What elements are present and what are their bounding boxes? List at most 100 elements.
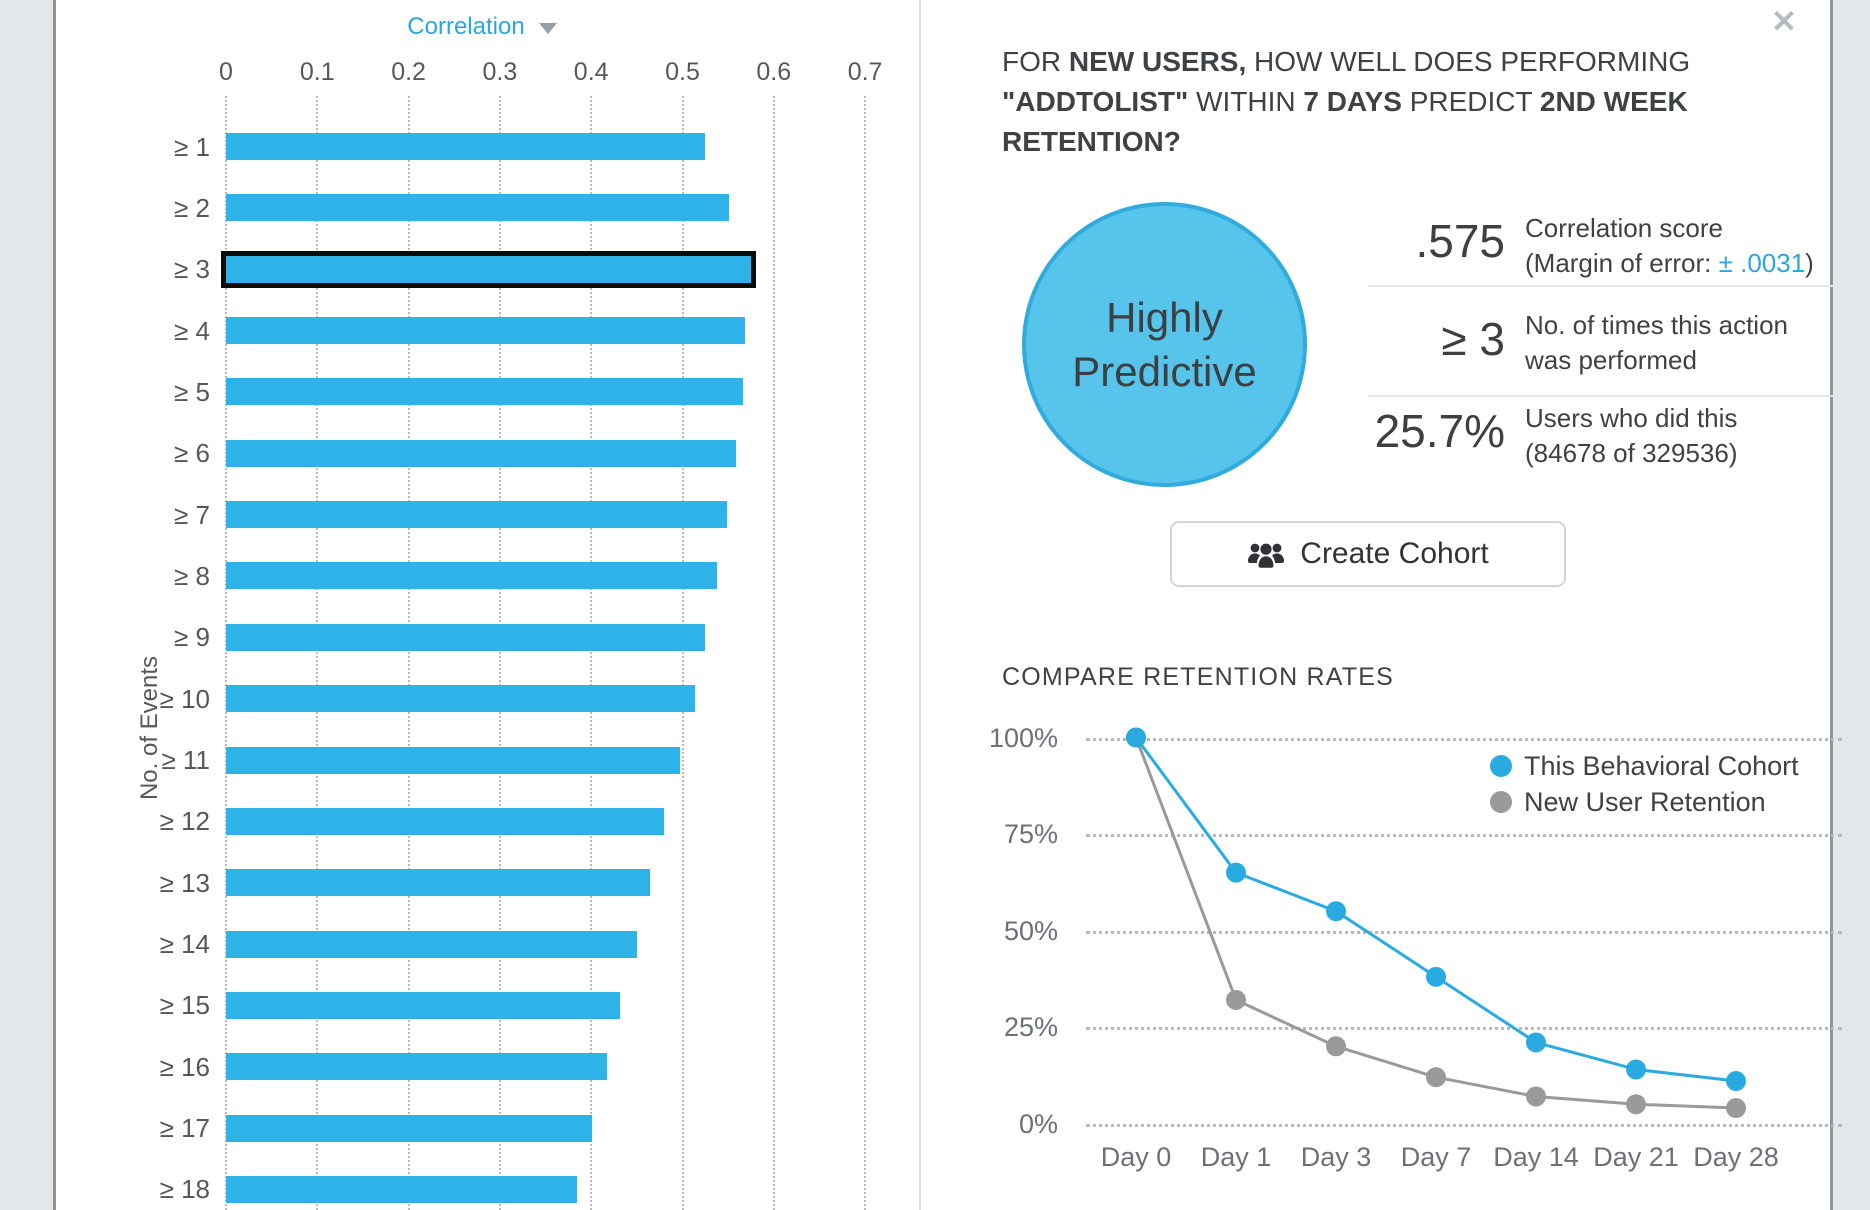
margin-of-error-value[interactable]: ± .0031: [1718, 248, 1806, 278]
retention-line-chart: [1126, 727, 1746, 1119]
bar-category-label: ≥ 5: [174, 376, 210, 407]
chevron-down-icon[interactable]: [538, 23, 557, 34]
bar[interactable]: [226, 1175, 577, 1203]
data-point[interactable]: [1526, 1086, 1546, 1107]
bar-category-label: ≥ 1: [174, 131, 210, 162]
x-tick-label: Day 1: [1200, 1142, 1272, 1172]
gridline: [407, 96, 410, 1210]
gridline: [1086, 930, 1842, 934]
bar-category-label: ≥ 3: [174, 254, 210, 285]
data-point[interactable]: [1626, 1094, 1646, 1115]
data-point[interactable]: [1526, 1032, 1546, 1053]
data-point[interactable]: [1726, 1098, 1746, 1119]
bar[interactable]: [226, 807, 665, 835]
bar[interactable]: [226, 685, 696, 713]
badge-line-2: Predictive: [1072, 347, 1257, 395]
close-icon[interactable]: ✕: [1771, 4, 1797, 39]
gridline: [225, 96, 227, 1210]
correlation-score-value: .575: [1415, 215, 1505, 267]
bar-category-label: ≥ 10: [159, 683, 210, 714]
bar-category-label: ≥ 6: [174, 438, 210, 469]
correlation-axis-dropdown[interactable]: Correlation: [407, 13, 525, 40]
bar[interactable]: [226, 991, 621, 1019]
bar-category-label: ≥ 15: [159, 990, 210, 1021]
y-tick-label: 25%: [1003, 1012, 1058, 1042]
predictive-badge: Highly Predictive: [1022, 202, 1307, 487]
data-point[interactable]: [1426, 966, 1446, 987]
gridline: [772, 96, 775, 1210]
question-segment: PREDICT: [1401, 86, 1540, 117]
y-tick-label: 0%: [1018, 1108, 1058, 1139]
x-tick-label: 0.5: [665, 58, 700, 86]
bar-category-label: ≥ 2: [174, 192, 210, 223]
bar[interactable]: [226, 194, 730, 222]
x-tick-label: Day 28: [1693, 1142, 1779, 1172]
gridline: [498, 96, 501, 1210]
bar-category-label: ≥ 18: [159, 1174, 210, 1205]
legend-item-new-user-retention[interactable]: New User Retention: [1490, 784, 1799, 820]
x-tick-label: 0.2: [391, 58, 426, 86]
bar-category-label: ≥ 14: [159, 929, 210, 960]
data-point[interactable]: [1326, 1036, 1346, 1057]
x-tick-label: Day 7: [1400, 1142, 1472, 1172]
y-tick-label: 75%: [1003, 819, 1058, 849]
bar[interactable]: [226, 133, 706, 160]
y-tick-label: 100%: [988, 722, 1058, 753]
data-point[interactable]: [1726, 1071, 1746, 1092]
bar[interactable]: [226, 623, 706, 651]
x-tick-label: Day 0: [1100, 1142, 1172, 1172]
x-tick-label: 0: [219, 58, 233, 86]
data-point[interactable]: [1426, 1067, 1446, 1088]
data-point[interactable]: [1226, 862, 1246, 883]
x-tick-label: 0.6: [756, 58, 792, 86]
bar-category-label: ≥ 7: [174, 499, 210, 530]
bar[interactable]: [226, 378, 743, 406]
gridline: [316, 96, 319, 1210]
x-tick-label: Day 14: [1493, 1142, 1579, 1172]
insight-question: FOR NEW USERS, HOW WELL DOES PERFORMING "…: [1002, 42, 1702, 162]
badge-line-1: Highly: [1106, 293, 1223, 341]
question-segment: RETENTION?: [1002, 126, 1181, 157]
create-cohort-button[interactable]: Create Cohort: [1170, 521, 1566, 587]
bar[interactable]: [226, 746, 680, 774]
data-point[interactable]: [1626, 1059, 1646, 1080]
gridline: [1086, 1123, 1842, 1127]
question-segment: NEW USERS,: [1068, 46, 1247, 77]
bar-category-label: ≥ 8: [174, 560, 210, 591]
x-tick-label: 0.4: [573, 58, 609, 86]
y-axis-label: No. of Events: [136, 655, 163, 801]
x-tick-label: Day 21: [1593, 1142, 1679, 1172]
bar[interactable]: [226, 1053, 607, 1081]
gridline: [864, 96, 867, 1210]
bar[interactable]: [226, 317, 746, 345]
bar-category-label: ≥ 9: [174, 622, 210, 653]
create-cohort-label: Create Cohort: [1300, 537, 1489, 570]
bar-category-label: ≥ 12: [159, 806, 210, 837]
retention-section-title: COMPARE RETENTION RATES: [1002, 663, 1394, 691]
data-point[interactable]: [1126, 727, 1146, 748]
bar-category-label: ≥ 16: [159, 1051, 210, 1082]
bar-category-label: ≥ 13: [159, 867, 210, 898]
users-icon: [1248, 543, 1285, 568]
bar[interactable]: [226, 1114, 593, 1142]
bar[interactable]: [226, 439, 737, 467]
data-point[interactable]: [1326, 901, 1346, 922]
bar-category-label: ≥ 17: [159, 1113, 210, 1144]
pane-divider: [919, 0, 921, 1210]
insight-card: Correlation 0 0.1 0.2 0.3 0.4 0.5 0.6 0.7 ≥ 1 ≥ …: [53, 0, 1846, 1210]
gridline: [1086, 834, 1842, 837]
x-tick-label: 0.7: [847, 58, 883, 86]
users-percentage-value: 25.7%: [1374, 405, 1505, 457]
bar[interactable]: [226, 501, 728, 529]
x-tick-label: 0.3: [482, 58, 518, 86]
bar-selected[interactable]: [221, 250, 756, 288]
data-point[interactable]: [1226, 989, 1246, 1010]
bar[interactable]: [226, 869, 650, 897]
gridline: [1086, 737, 1842, 741]
bar[interactable]: [226, 930, 637, 958]
legend-dot-blue: [1490, 755, 1512, 777]
bar[interactable]: [226, 562, 718, 590]
legend-item-behavioral-cohort[interactable]: This Behavioral Cohort: [1490, 748, 1799, 784]
x-tick-label: Day 3: [1300, 1142, 1372, 1172]
